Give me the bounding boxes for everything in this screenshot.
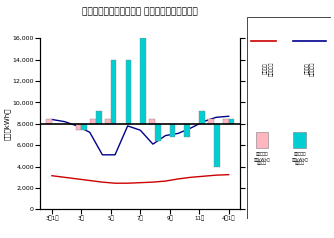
Bar xyxy=(155,124,161,141)
Bar xyxy=(140,38,146,124)
Y-axis label: （百万kWh）: （百万kWh） xyxy=(4,108,11,140)
Bar xyxy=(170,124,175,137)
Bar xyxy=(293,132,306,148)
Bar xyxy=(256,132,268,148)
Text: 発電実績
前年同月比: 発電実績 前年同月比 xyxy=(304,61,315,75)
Bar xyxy=(149,119,155,124)
Bar xyxy=(208,119,214,124)
Bar xyxy=(76,124,81,130)
Bar xyxy=(199,111,205,124)
Bar xyxy=(214,124,219,167)
Bar xyxy=(229,119,234,124)
Bar xyxy=(46,119,52,124)
Bar xyxy=(223,119,229,124)
FancyBboxPatch shape xyxy=(247,17,331,219)
Bar xyxy=(81,124,87,130)
Text: 需要実績
前年同月比: 需要実績 前年同月比 xyxy=(263,61,274,75)
Bar xyxy=(105,119,111,124)
Bar xyxy=(91,119,96,124)
Bar xyxy=(96,111,102,124)
Text: 前発電実績
（億kWh）
（発電）: 前発電実績 （億kWh） （発電） xyxy=(292,152,308,165)
Y-axis label: （％）: （％） xyxy=(258,117,265,130)
Bar xyxy=(111,60,117,124)
Bar xyxy=(126,60,131,124)
Text: 前需要実績
（億kWh）
（需要）: 前需要実績 （億kWh） （需要） xyxy=(254,152,271,165)
Bar xyxy=(184,124,190,137)
Text: 電力需要実績・発電実績 及び前年同月比の推移: 電力需要実績・発電実績 及び前年同月比の推移 xyxy=(82,7,198,16)
